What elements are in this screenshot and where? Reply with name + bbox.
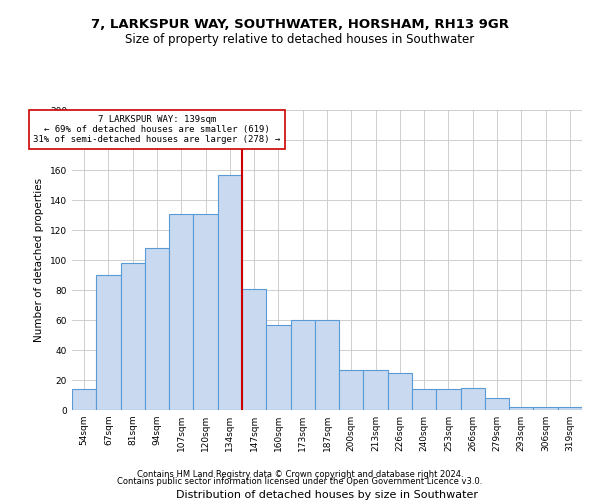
Bar [242, 288, 266, 410]
Bar [461, 388, 485, 410]
Bar [509, 407, 533, 410]
Text: Size of property relative to detached houses in Southwater: Size of property relative to detached ho… [125, 32, 475, 46]
Bar [218, 174, 242, 410]
X-axis label: Distribution of detached houses by size in Southwater: Distribution of detached houses by size … [176, 490, 478, 500]
Bar [72, 389, 96, 410]
Text: 7 LARKSPUR WAY: 139sqm
← 69% of detached houses are smaller (619)
31% of semi-de: 7 LARKSPUR WAY: 139sqm ← 69% of detached… [34, 114, 281, 144]
Bar [412, 389, 436, 410]
Bar [145, 248, 169, 410]
Text: Contains public sector information licensed under the Open Government Licence v3: Contains public sector information licen… [118, 478, 482, 486]
Bar [436, 389, 461, 410]
Text: 7, LARKSPUR WAY, SOUTHWATER, HORSHAM, RH13 9GR: 7, LARKSPUR WAY, SOUTHWATER, HORSHAM, RH… [91, 18, 509, 30]
Bar [169, 214, 193, 410]
Bar [315, 320, 339, 410]
Bar [193, 214, 218, 410]
Bar [558, 407, 582, 410]
Text: Contains HM Land Registry data © Crown copyright and database right 2024.: Contains HM Land Registry data © Crown c… [137, 470, 463, 479]
Y-axis label: Number of detached properties: Number of detached properties [34, 178, 44, 342]
Bar [266, 324, 290, 410]
Bar [364, 370, 388, 410]
Bar [290, 320, 315, 410]
Bar [388, 372, 412, 410]
Bar [96, 275, 121, 410]
Bar [485, 398, 509, 410]
Bar [533, 407, 558, 410]
Bar [339, 370, 364, 410]
Bar [121, 263, 145, 410]
